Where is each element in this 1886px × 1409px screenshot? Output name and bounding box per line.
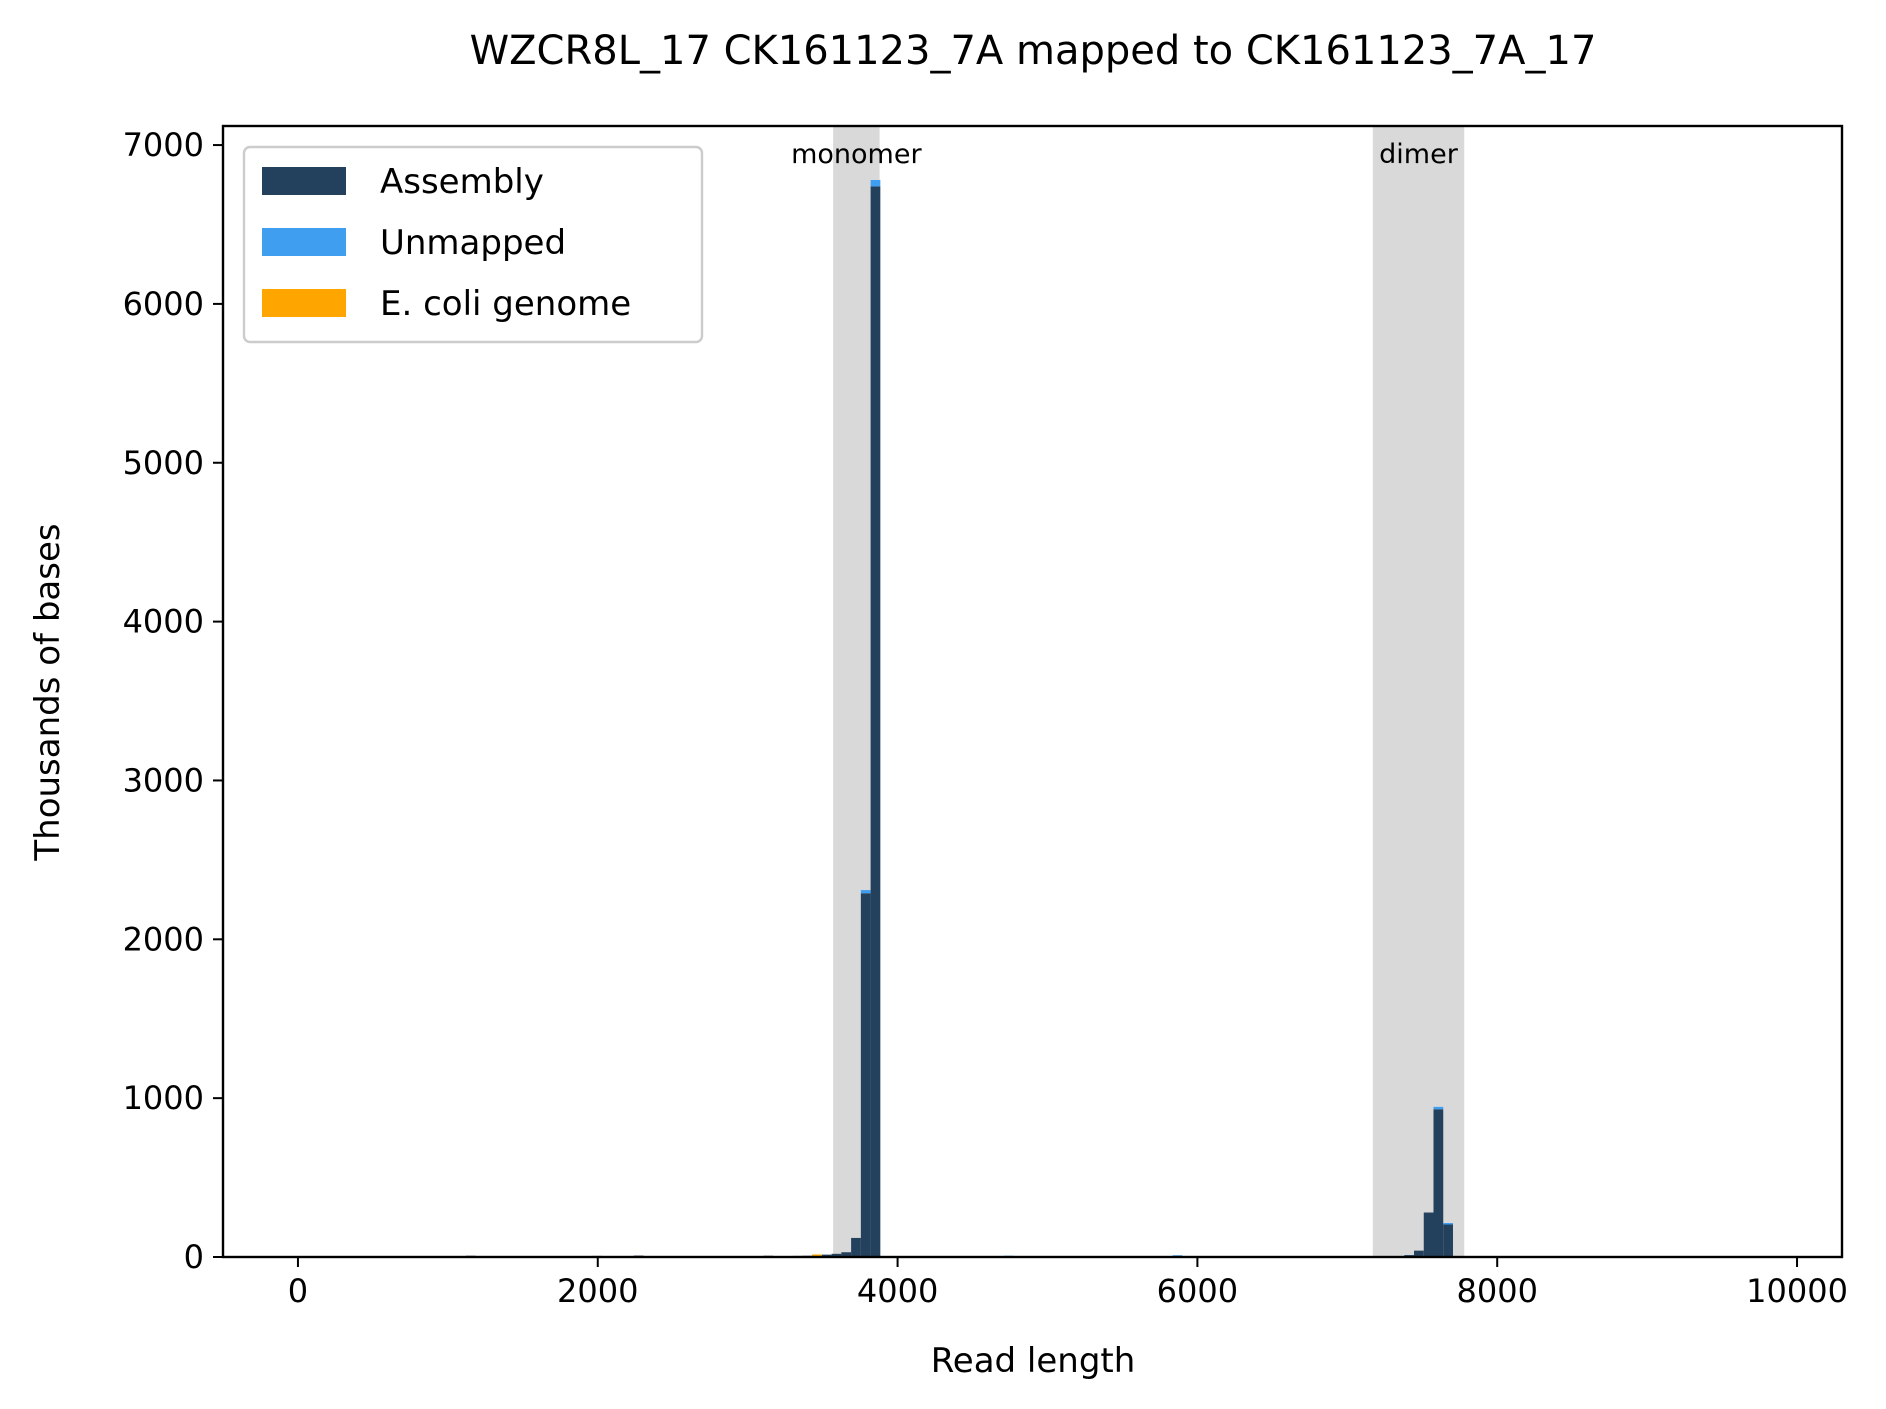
- x-tick-label: 2000: [557, 1272, 638, 1310]
- bar-unmapped: [860, 890, 871, 894]
- bar-assembly: [1443, 1223, 1453, 1257]
- y-tick-label: 6000: [123, 285, 204, 323]
- y-tick-label: 5000: [123, 444, 204, 482]
- x-axis-label: Read length: [931, 1341, 1136, 1381]
- region-labels: monomer dimer: [791, 139, 1459, 170]
- x-axis-ticks: 0 2000 4000 6000 8000 10000: [288, 1257, 1848, 1310]
- legend-label-assembly: Assembly: [380, 162, 544, 202]
- bar-assembly: [841, 1252, 852, 1257]
- x-tick-label: 6000: [1157, 1272, 1238, 1310]
- plot-area: monomer dimer: [221, 124, 1844, 1259]
- x-tick-label: 10000: [1746, 1272, 1848, 1310]
- legend-frame: [242, 145, 704, 344]
- bar-assembly: [870, 186, 881, 1258]
- axes-frame: [221, 124, 1844, 1259]
- bar-unmapped: [870, 180, 881, 187]
- shaded-region-dimer: [1372, 126, 1465, 1257]
- x-tick-label: 4000: [857, 1272, 938, 1310]
- bar-assembly: [860, 893, 871, 1257]
- legend-swatch-assembly: [262, 167, 346, 195]
- legend-swatch-unmapped: [262, 228, 346, 256]
- y-axis-ticks: 0 1000 2000 3000 4000 5000 6000 7000: [123, 126, 223, 1276]
- x-tick-label: 0: [288, 1272, 308, 1310]
- y-tick-label: 7000: [123, 126, 204, 164]
- bar-assembly: [1433, 1109, 1444, 1257]
- bar-unmapped: [1443, 1223, 1453, 1225]
- bar-e-coli-genome: [812, 1254, 822, 1256]
- bar-assembly: [1414, 1250, 1424, 1257]
- bar-assembly: [831, 1253, 842, 1257]
- legend-label-unmapped: Unmapped: [380, 223, 566, 263]
- y-tick-label: 3000: [123, 761, 204, 799]
- y-tick-label: 4000: [123, 603, 204, 641]
- x-tick-label: 8000: [1456, 1272, 1537, 1310]
- bar-unmapped: [1433, 1106, 1444, 1110]
- bar-assembly: [851, 1237, 861, 1257]
- y-tick-label: 0: [184, 1238, 204, 1276]
- chart-title: WZCR8L_17 CK161123_7A mapped to CK161123…: [470, 28, 1597, 74]
- legend-label-ecoli-genome: E. coli genome: [380, 284, 631, 324]
- y-tick-label: 1000: [123, 1079, 204, 1117]
- region-label-dimer: dimer: [1379, 139, 1459, 170]
- region-label-monomer: monomer: [791, 139, 922, 170]
- legend-swatch-ecoli: [262, 289, 346, 317]
- bar-assembly: [1423, 1212, 1434, 1257]
- y-axis-label: Thousands of bases: [28, 523, 68, 861]
- y-tick-label: 2000: [123, 920, 204, 958]
- legend: Assembly Unmapped E. coli genome: [242, 145, 704, 344]
